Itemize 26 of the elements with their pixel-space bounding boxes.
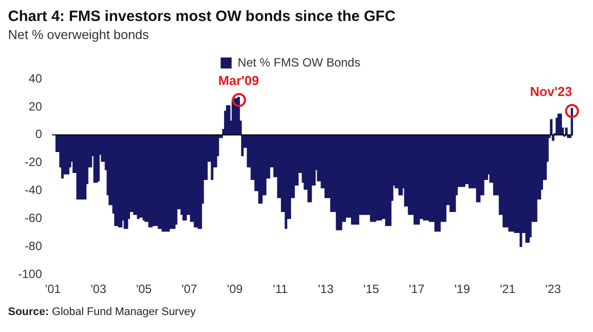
annotation: Nov'23	[528, 84, 574, 100]
y-tick-label: -60	[24, 211, 42, 226]
x-tick-label: '15	[363, 282, 380, 296]
x-tick-label: '19	[454, 282, 470, 296]
y-tick-label: -80	[24, 238, 42, 253]
chart-subtitle: Net % overweight bonds	[8, 26, 150, 43]
legend-label: Net % FMS OW Bonds	[238, 55, 360, 70]
x-tick-label: '01	[45, 282, 62, 296]
x-tick-label: '11	[272, 282, 288, 296]
x-tick-label: '17	[408, 282, 425, 296]
x-tick-label: '13	[318, 282, 334, 296]
x-tick-label: '21	[500, 282, 516, 296]
y-tick-label: 0	[35, 127, 42, 142]
y-tick-label: -40	[24, 183, 42, 198]
x-tick-label: '09	[227, 282, 243, 296]
y-tick-label: -100	[18, 266, 42, 281]
chart-title: Chart 4: FMS investors most OW bonds since the GFC	[8, 8, 397, 26]
y-tick-label: -20	[24, 155, 42, 170]
annotation: Mar'09	[217, 73, 260, 90]
x-tick-label: '05	[136, 282, 152, 296]
x-tick-label: '23	[545, 282, 562, 296]
x-tick-label: '03	[90, 282, 107, 296]
source-note: Source: Global Fund Manager Survey	[8, 306, 196, 318]
y-tick-label: 40	[28, 71, 42, 86]
x-tick-label: '07	[182, 282, 198, 296]
y-tick-label: 20	[28, 99, 42, 114]
